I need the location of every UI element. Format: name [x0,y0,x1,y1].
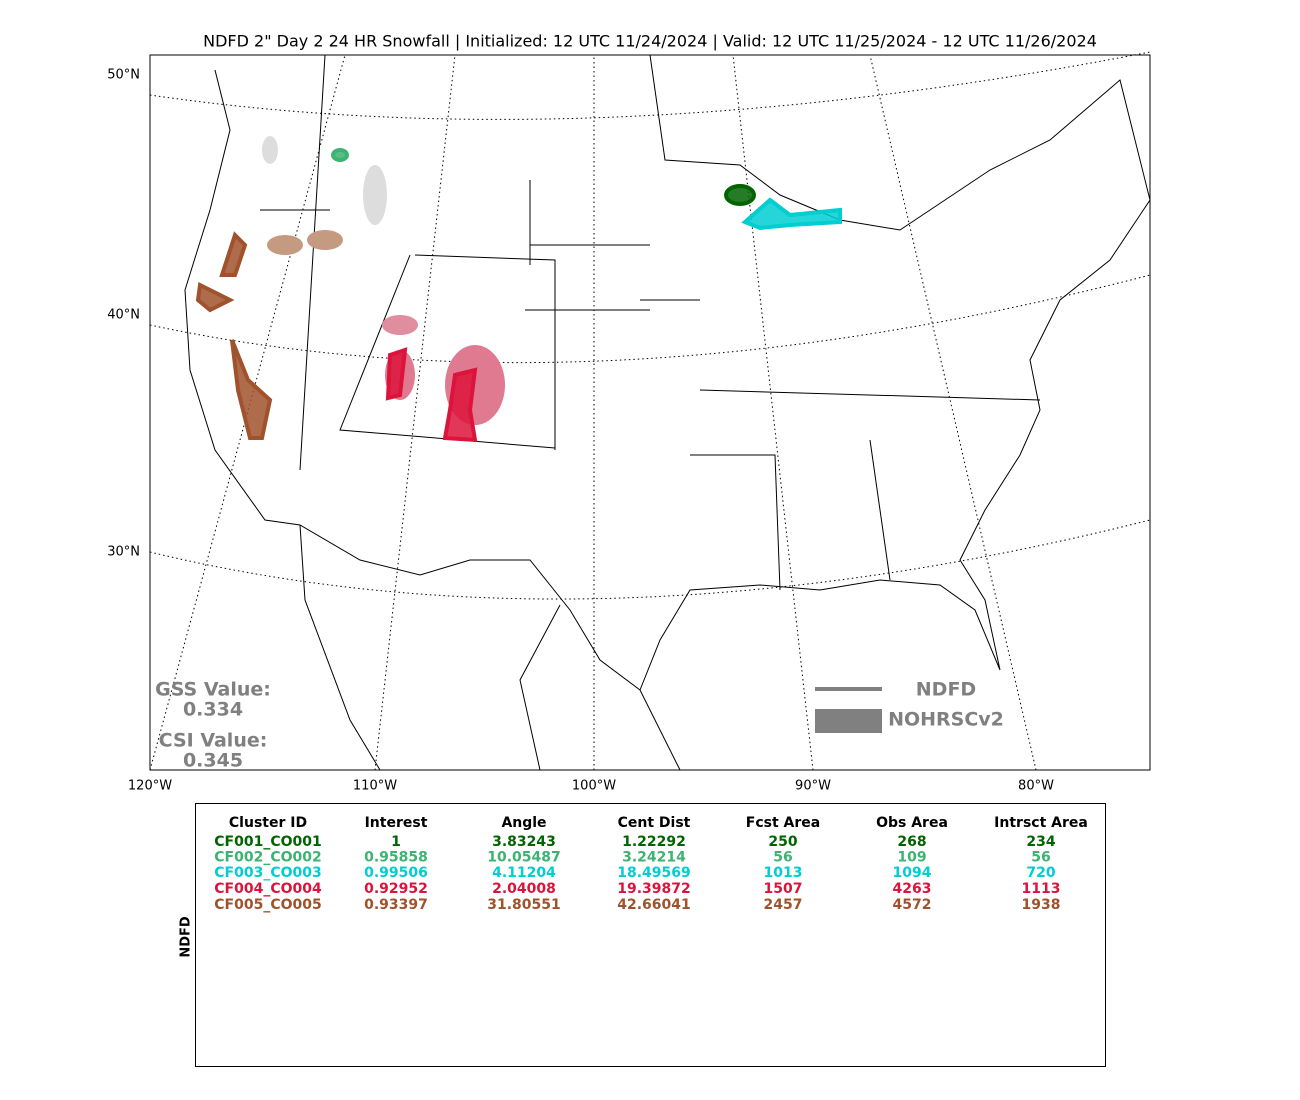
table-cell: 4263 [893,881,932,897]
table-cell: 0.99506 [364,865,428,881]
table-cell: 1 [391,834,401,850]
lon-line [149,54,346,771]
lon-label: 80°W [1018,779,1054,794]
table-cell: 31.80551 [487,897,561,913]
table-cell: 234 [1026,834,1055,850]
table-cell: 268 [897,834,926,850]
table-cell: CF001_CO001 [214,834,321,850]
table-cell: 1113 [1022,881,1061,897]
legend-label: NDFD [916,679,976,701]
column-header: Obs Area [876,815,948,831]
table-cell: 1094 [893,865,932,881]
table-cell: 2457 [764,897,803,913]
lon-line [869,54,1037,771]
obs-area [267,235,303,255]
table-cell: 250 [768,834,797,850]
legend-label: NOHRSCv2 [888,709,1004,731]
lon-label: 110°W [353,779,397,794]
column-header: Cluster ID [229,815,307,831]
lat-line [149,519,1151,600]
table-cell: 56 [773,850,792,866]
map [149,51,1151,771]
legend-patch [815,709,882,733]
lon-line [732,54,814,771]
map-frame [149,54,1151,771]
obs-area [307,230,343,250]
lat-line [149,51,1151,120]
cluster-area [195,231,273,440]
table-cell: 4.11204 [492,865,556,881]
lon-label: 90°W [795,779,831,794]
state-borders [260,54,1041,591]
table-cell: 3.24214 [622,850,686,866]
table-cell: 56 [1031,850,1050,866]
score-label: CSI Value: [159,730,268,752]
table-cell: 1507 [764,881,803,897]
table-cell: 19.39872 [617,881,691,897]
table-cell: 18.49569 [617,865,691,881]
lat-label: 30°N [107,545,140,560]
cluster-area [385,347,478,443]
table-cell: 3.83243 [492,834,556,850]
cluster-area [741,197,842,231]
graticule [149,51,1151,771]
lon-label: 120°W [128,779,172,794]
table-cell: 0.92952 [364,881,428,897]
score-label: GSS Value: [155,679,271,701]
column-header: Cent Dist [618,815,691,831]
forecast-clusters [195,148,842,443]
table-cell: 109 [897,850,926,866]
table-cell: 0.93397 [364,897,428,913]
table-side-label: NDFD [179,916,194,958]
gray-area [262,136,278,164]
us-outline [184,54,1151,691]
title: NDFD 2" Day 2 24 HR Snowfall | Initializ… [203,32,1097,51]
column-header: Interest [365,815,428,831]
gray-area [363,165,387,225]
table-cell: CF002_CO002 [214,850,321,866]
table-cell: 4572 [893,897,932,913]
table-cell: 10.05487 [487,850,561,866]
lat-label: 50°N [107,68,140,83]
table-cell: 720 [1026,865,1055,881]
column-header: Fcst Area [746,815,820,831]
table-cell: 2.04008 [492,881,556,897]
table-cell: 42.66041 [617,897,691,913]
table-cell: 1.22292 [622,834,686,850]
lon-line [374,54,456,771]
lat-line [149,274,1151,364]
score-value: 0.334 [183,699,243,721]
table-cell: 0.95858 [364,850,428,866]
lon-label: 100°W [572,779,616,794]
table: Cluster ID Interest Angle Cent Dist Fcst Are… [214,815,1088,913]
table-cell: CF003_CO003 [214,865,321,881]
mexico-border [299,524,681,771]
cluster-area [724,184,756,206]
score-value: 0.345 [183,750,243,772]
column-header: Angle [501,815,546,831]
obs-area [382,315,418,335]
cluster-area [331,148,349,162]
table-cell: 1013 [764,865,803,881]
table-cell: CF004_CO004 [214,881,322,897]
observed-areas [262,136,505,425]
table-cell: CF005_CO005 [214,897,321,913]
column-header: Intrsct Area [994,815,1088,831]
lat-label: 40°N [107,308,140,323]
table-frame [195,803,1106,1067]
table-cell: 1938 [1022,897,1061,913]
